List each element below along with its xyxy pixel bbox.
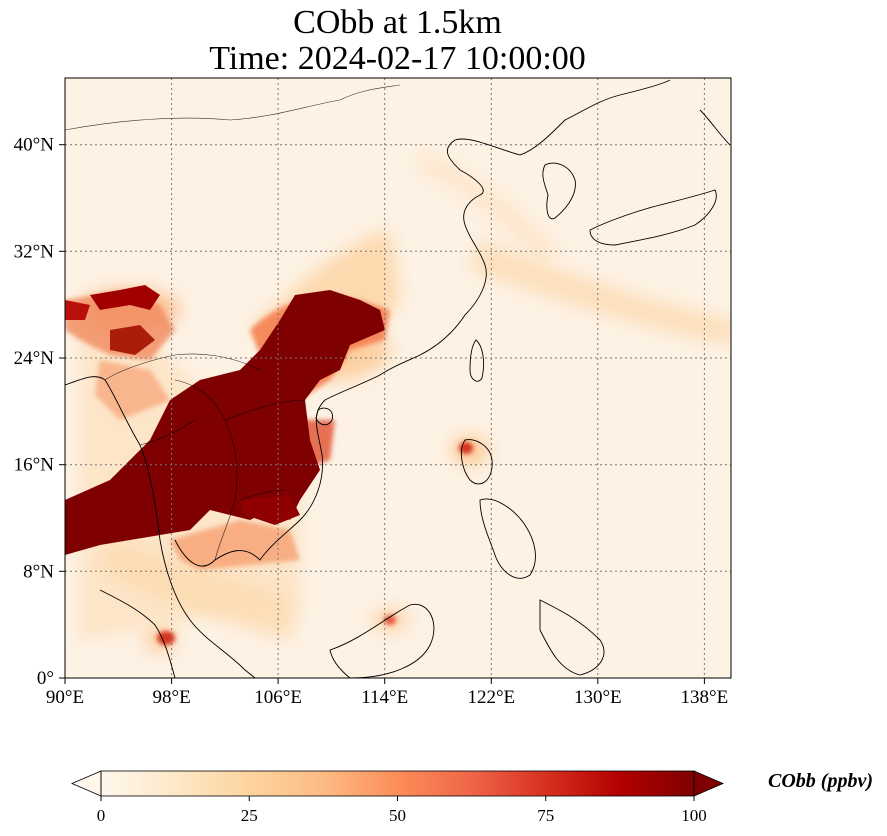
- lat-tick-label: 8°N: [23, 561, 54, 582]
- colorbar-tick-label: 100: [681, 806, 707, 825]
- lat-tick-label: 24°N: [14, 348, 55, 369]
- colorbar: 0 25 50 75 100: [70, 770, 725, 825]
- lon-tick-label: 106°E: [254, 687, 302, 708]
- lat-tick-label: 32°N: [14, 241, 55, 262]
- lat-tick-label: 40°N: [14, 135, 55, 156]
- coastlines: [65, 79, 731, 678]
- lat-tick-label: 0°: [37, 668, 54, 689]
- map-title: CObb at 1.5km: [293, 4, 502, 41]
- lon-tick-label: 130°E: [574, 687, 622, 708]
- lon-tick-label: 122°E: [467, 687, 515, 708]
- lon-tick-label: 90°E: [46, 687, 84, 708]
- map-frame: [64, 77, 732, 679]
- lon-tick-labels: 90°E 98°E 106°E 114°E 122°E 130°E 138°E: [46, 687, 728, 708]
- colorbar-tick-label: 75: [537, 806, 554, 825]
- map-time-title: Time: 2024-02-17 10:00:00: [209, 40, 586, 77]
- axis-ticks: [59, 144, 705, 684]
- lat-tick-label: 16°N: [14, 455, 55, 476]
- colorbar-tick-label: 25: [241, 806, 258, 825]
- colorbar-extend-min: [70, 770, 102, 797]
- country-borders: [65, 84, 401, 561]
- map-panel: [65, 78, 731, 678]
- colorbar-tick-label: 0: [97, 806, 106, 825]
- lon-tick-label: 114°E: [361, 687, 408, 708]
- colorbar-gradient: [101, 771, 694, 796]
- colorbar-tick-label: 50: [389, 806, 406, 825]
- lon-tick-label: 98°E: [152, 687, 190, 708]
- colorbar-extend-max: [693, 770, 725, 797]
- lon-tick-label: 138°E: [681, 687, 729, 708]
- gridlines: [65, 78, 731, 678]
- lat-tick-labels: 0° 8°N 16°N 24°N 32°N 40°N: [14, 135, 55, 689]
- co-plume-core: [65, 285, 385, 555]
- colorbar-label: CObb (ppbv): [768, 770, 873, 792]
